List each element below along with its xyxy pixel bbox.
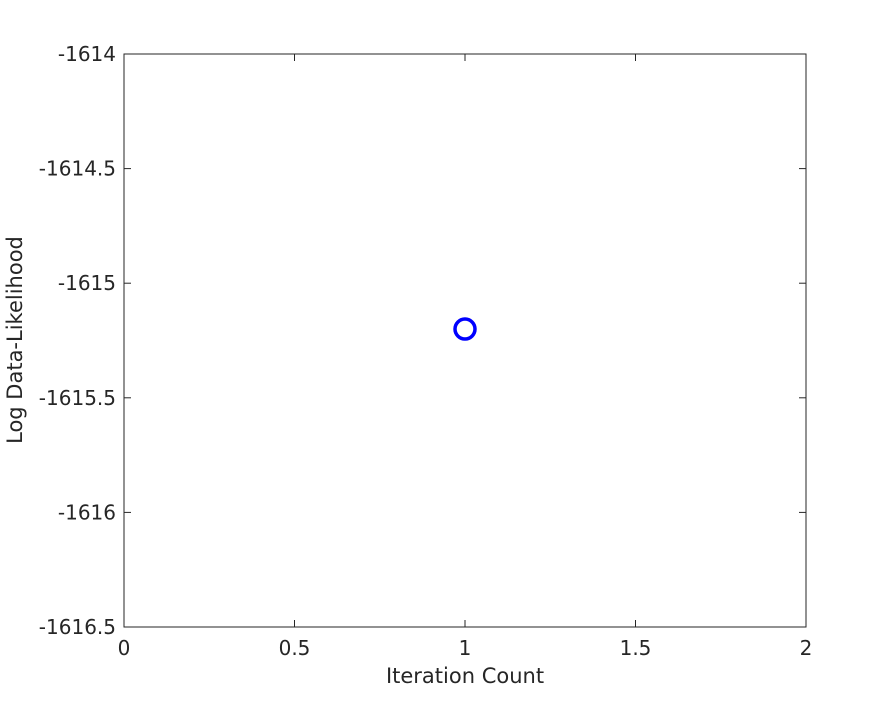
y-tick-label: -1615.5 [39,386,116,410]
data-points [453,317,477,341]
x-tick-label: 2 [800,636,813,660]
x-tick-label: 0 [118,636,131,660]
x-tick-label: 1.5 [620,636,652,660]
y-tick-label: -1616.5 [39,615,116,639]
x-tick-label: 0.5 [279,636,311,660]
data-point [453,317,477,341]
x-axis-label: Iteration Count [386,664,544,688]
y-tick-label: -1614.5 [39,157,116,181]
y-axis-ticks: -1614 -1614.5 -1615 -1615.5 -1616 -1616.5 [39,42,806,639]
y-tick-label: -1615 [58,271,116,295]
y-axis-label: Log Data-Likelihood [3,236,27,444]
x-axis-ticks: 0 0.5 1 1.5 2 [118,54,813,660]
y-tick-label: -1616 [58,500,116,524]
y-tick-label: -1614 [58,42,116,66]
x-tick-label: 1 [459,636,472,660]
